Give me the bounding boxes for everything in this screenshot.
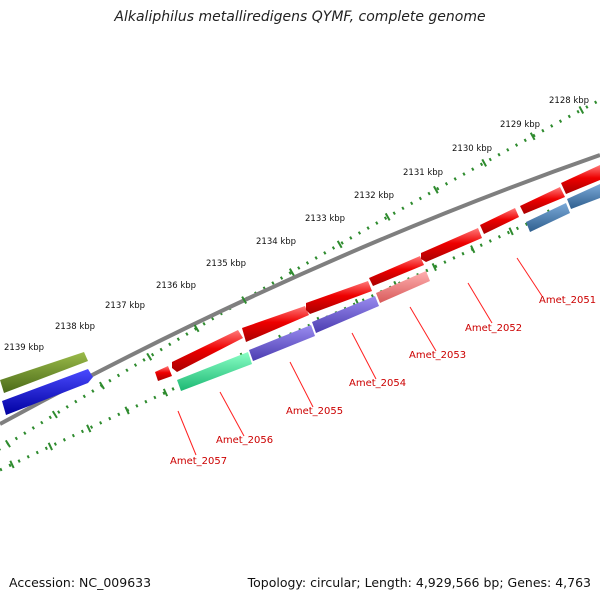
gene-leader-line xyxy=(289,361,314,408)
scale-tick xyxy=(433,185,439,194)
gene-label: Amet_2051 xyxy=(539,295,596,306)
scale-label: 2136 kbp xyxy=(156,281,196,291)
scale-tick xyxy=(288,268,295,277)
cds-red-1 xyxy=(155,366,172,381)
cds-red-3 xyxy=(242,306,309,342)
scale-label: 2131 kbp xyxy=(403,168,443,178)
cds-blue xyxy=(2,369,93,415)
gene-leader-line xyxy=(177,410,197,456)
gene-leader-line xyxy=(219,391,245,437)
genome-summary-text: Topology: circular; Length: 4,929,566 bp… xyxy=(247,575,591,590)
cds-red-7 xyxy=(480,208,519,234)
cds-red-4 xyxy=(306,281,372,314)
gene-leader-line xyxy=(516,257,543,297)
gene-label: Amet_2055 xyxy=(286,406,343,417)
cds-rose xyxy=(376,271,430,303)
gene-label: Amet_2052 xyxy=(465,323,522,334)
scale-label: 2139 kbp xyxy=(4,343,44,353)
scale-label: 2134 kbp xyxy=(256,237,296,247)
gene-leader-line xyxy=(467,282,493,324)
cds-red-5 xyxy=(369,256,424,286)
scale-tick xyxy=(431,263,437,272)
reverse-strand-features xyxy=(2,184,600,415)
scale-tick xyxy=(124,406,130,415)
scale-tick xyxy=(470,245,476,254)
scale-label: 2130 kbp xyxy=(452,144,492,154)
accession-text: Accession: NC_009633 xyxy=(9,575,152,590)
scale-tick xyxy=(508,227,514,236)
outer-scale-ring xyxy=(0,98,600,451)
cds-purple-2 xyxy=(312,296,379,333)
cds-red-2 xyxy=(172,330,243,372)
cds-purple-1 xyxy=(249,325,315,361)
scale-tick xyxy=(384,212,391,221)
scale-tick xyxy=(529,132,536,141)
scale-tick xyxy=(4,439,11,448)
scale-tick xyxy=(578,105,585,114)
scale-tick xyxy=(193,324,200,333)
scale-label: 2128 kbp xyxy=(549,96,589,106)
cds-red-6 xyxy=(421,228,482,262)
scale-tick xyxy=(481,158,487,167)
scale-label: 2138 kbp xyxy=(55,322,95,332)
cds-red-8 xyxy=(520,187,565,214)
gene-label: Amet_2057 xyxy=(170,456,227,467)
outer-scale-ticks xyxy=(4,105,585,448)
scale-tick xyxy=(9,460,15,469)
scale-tick xyxy=(162,388,169,397)
gene-label: Amet_2056 xyxy=(216,435,273,446)
cds-green xyxy=(177,352,252,391)
forward-strand-features xyxy=(0,165,600,393)
scale-tick xyxy=(336,240,343,249)
scale-label: 2133 kbp xyxy=(305,214,345,224)
gene-label: Amet_2053 xyxy=(409,350,466,361)
gene-leader-line xyxy=(409,306,437,352)
genome-title: Alkaliphilus metalliredigens QYMF, compl… xyxy=(114,9,486,25)
scale-tick xyxy=(86,424,92,433)
scale-tick xyxy=(51,410,58,419)
scale-label: 2132 kbp xyxy=(354,191,394,201)
scale-tick xyxy=(99,381,105,390)
scale-tick xyxy=(47,442,53,451)
gene-leader-lines xyxy=(177,257,543,456)
scale-tick xyxy=(146,352,153,361)
gene-leader-line xyxy=(351,332,377,380)
cds-steelblue-2 xyxy=(567,184,600,209)
genome-backbone xyxy=(0,153,600,426)
scale-label: 2135 kbp xyxy=(206,259,246,269)
cds-olive xyxy=(0,352,88,393)
scale-label: 2137 kbp xyxy=(105,301,145,311)
cds-steelblue-1 xyxy=(526,203,570,232)
scale-label: 2129 kbp xyxy=(500,120,540,130)
gene-labels: Amet_2051 Amet_2052 Amet_2053 Amet_2054 Amet… xyxy=(170,295,596,467)
cds-red-9 xyxy=(561,165,600,194)
scale-tick xyxy=(241,296,248,304)
scale-labels: 2128 kbp 2129 kbp 2130 kbp 2131 kbp 2132 kbp… xyxy=(4,96,589,353)
gene-label: Amet_2054 xyxy=(349,378,406,389)
